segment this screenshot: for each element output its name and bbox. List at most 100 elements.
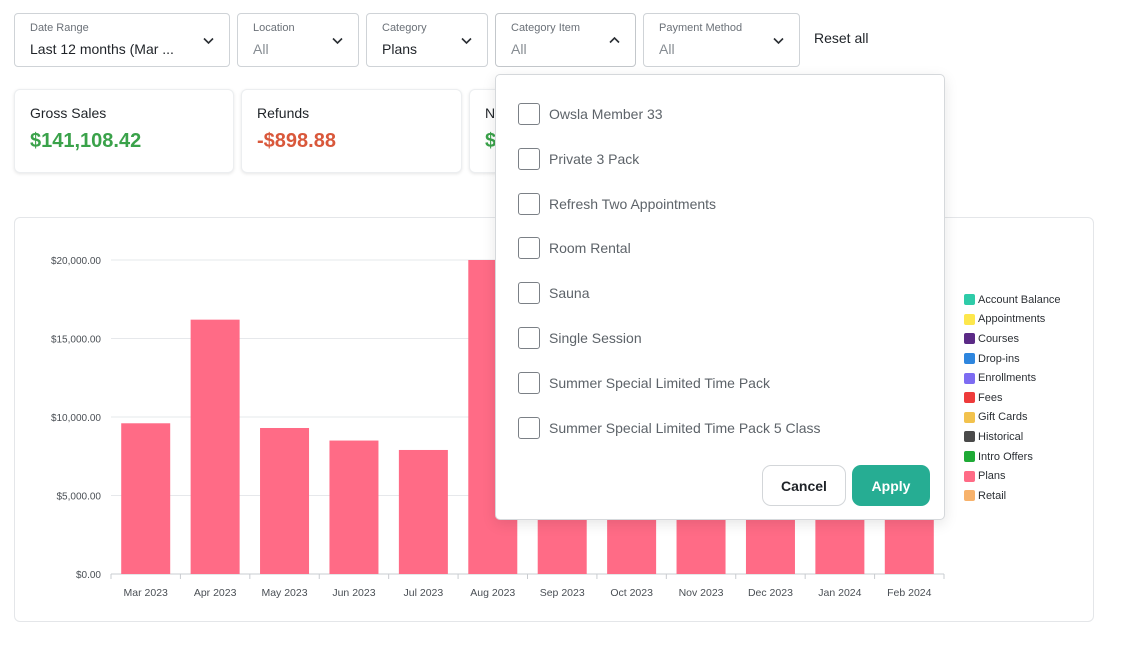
x-tick-label: Aug 2023 — [470, 587, 515, 599]
legend-label: Appointments — [978, 313, 1046, 326]
legend-swatch — [964, 372, 975, 384]
category-item-option[interactable]: Sauna — [518, 282, 590, 305]
reset-all-button[interactable]: Reset all — [814, 30, 869, 46]
legend-label: Courses — [978, 332, 1019, 345]
date-range-filter[interactable]: Date Range Last 12 months (Mar ... — [14, 13, 230, 67]
checkbox[interactable] — [518, 416, 540, 439]
date-range-value: Last 12 months (Mar ... — [30, 41, 174, 57]
bar — [398, 449, 448, 574]
legend-item[interactable]: Historical — [964, 427, 1061, 447]
legend-item[interactable]: Fees — [964, 388, 1061, 408]
legend-swatch — [964, 313, 975, 325]
checkbox[interactable] — [518, 371, 540, 394]
x-tick-label: Nov 2023 — [679, 587, 724, 599]
chevron-down-icon — [773, 37, 784, 45]
legend-swatch — [964, 294, 975, 306]
gross-sales-value: $141,108.42 — [30, 130, 142, 152]
checkbox[interactable] — [518, 147, 540, 170]
x-tick-label: Dec 2023 — [748, 587, 793, 599]
legend-label: Intro Offers — [978, 450, 1033, 463]
date-range-label: Date Range — [30, 22, 89, 34]
legend-label: Enrollments — [978, 372, 1037, 385]
x-tick-label: Apr 2023 — [194, 587, 237, 599]
bar — [329, 440, 379, 574]
legend-item[interactable]: Enrollments — [964, 368, 1061, 388]
option-label: Single Session — [549, 330, 642, 346]
x-tick-label: Jan 2024 — [818, 587, 861, 599]
category-item-option[interactable]: Single Session — [518, 327, 642, 349]
legend-swatch — [964, 353, 975, 365]
gross-sales-card: Gross Sales $141,108.42 — [14, 89, 234, 173]
category-item-option[interactable]: Summer Special Limited Time Pack 5 Class — [518, 416, 821, 439]
y-tick-label: $5,000.00 — [57, 492, 102, 503]
legend-item[interactable]: Intro Offers — [964, 447, 1061, 467]
payment-method-filter[interactable]: Payment Method All — [643, 13, 800, 67]
category-label: Category — [382, 22, 427, 34]
checkbox[interactable] — [518, 237, 540, 260]
option-label: Refresh Two Appointments — [549, 195, 717, 212]
x-tick-label: May 2023 — [261, 587, 307, 599]
checkbox[interactable] — [518, 282, 540, 305]
checkbox[interactable] — [518, 192, 540, 215]
legend-label: Plans — [978, 470, 1006, 483]
option-label: Summer Special Limited Time Pack 5 Class — [549, 419, 821, 436]
payment-method-value: All — [659, 41, 675, 57]
option-label: Sauna — [549, 285, 590, 302]
legend-label: Fees — [978, 391, 1003, 404]
legend-label: Drop-ins — [978, 352, 1020, 365]
legend-item[interactable]: Plans — [964, 466, 1061, 486]
category-item-option[interactable]: Room Rental — [518, 237, 631, 260]
y-tick-label: $20,000.00 — [51, 256, 101, 267]
bar — [121, 423, 171, 574]
x-tick-label: Oct 2023 — [610, 587, 653, 599]
legend-item[interactable]: Drop-ins — [964, 349, 1061, 369]
bar — [190, 319, 240, 574]
x-tick-label: Feb 2024 — [887, 587, 932, 599]
net-sales-title: N — [485, 105, 496, 121]
chevron-down-icon — [203, 37, 214, 45]
chevron-up-icon — [609, 36, 620, 44]
location-value: All — [253, 41, 269, 57]
category-item-option[interactable]: Owsla Member 33 — [518, 103, 663, 125]
legend-swatch — [964, 451, 975, 463]
category-item-label: Category Item — [511, 22, 581, 34]
legend-item[interactable]: Appointments — [964, 310, 1061, 330]
legend-item[interactable]: Retail — [964, 486, 1061, 506]
legend-swatch — [964, 431, 975, 443]
legend-label: Retail — [978, 489, 1007, 502]
gross-sales-title: Gross Sales — [30, 105, 107, 121]
legend-swatch — [964, 333, 975, 345]
location-label: Location — [253, 22, 295, 34]
legend-swatch — [964, 411, 975, 423]
option-label: Owsla Member 33 — [549, 106, 663, 122]
category-item-option[interactable]: Refresh Two Appointments — [518, 192, 717, 215]
y-tick-label: $10,000.00 — [51, 413, 101, 424]
chart-legend: Account Balance Appointments Courses Drop-i… — [964, 290, 1061, 506]
y-tick-label: $0.00 — [76, 570, 101, 581]
chevron-down-icon — [461, 37, 472, 45]
legend-item[interactable]: Account Balance — [964, 290, 1061, 310]
legend-label: Account Balance — [978, 293, 1061, 306]
checkbox[interactable] — [518, 327, 540, 349]
refunds-card: Refunds -$898.88 — [241, 89, 462, 173]
net-sales-value: $ — [485, 130, 497, 152]
x-tick-label: Jul 2023 — [404, 587, 444, 599]
option-label: Private 3 Pack — [549, 150, 640, 167]
legend-label: Gift Cards — [978, 411, 1028, 424]
location-filter[interactable]: Location All — [237, 13, 359, 67]
x-tick-label: Mar 2023 — [124, 587, 169, 599]
bar — [260, 427, 310, 574]
category-item-filter[interactable]: Category Item All — [495, 13, 636, 67]
cancel-button[interactable]: Cancel — [762, 465, 846, 506]
category-filter[interactable]: Category Plans — [366, 13, 488, 67]
checkbox[interactable] — [518, 103, 540, 125]
category-item-value: All — [511, 41, 527, 57]
category-item-dropdown: Cancel Apply Owsla Member 33 Private 3 Pa… — [495, 74, 945, 520]
legend-item[interactable]: Gift Cards — [964, 408, 1061, 428]
category-item-option[interactable]: Summer Special Limited Time Pack — [518, 371, 770, 394]
legend-item[interactable]: Courses — [964, 329, 1061, 349]
chevron-down-icon — [332, 37, 343, 45]
apply-button[interactable]: Apply — [852, 465, 930, 506]
category-item-option[interactable]: Private 3 Pack — [518, 147, 640, 170]
payment-method-label: Payment Method — [659, 22, 743, 34]
